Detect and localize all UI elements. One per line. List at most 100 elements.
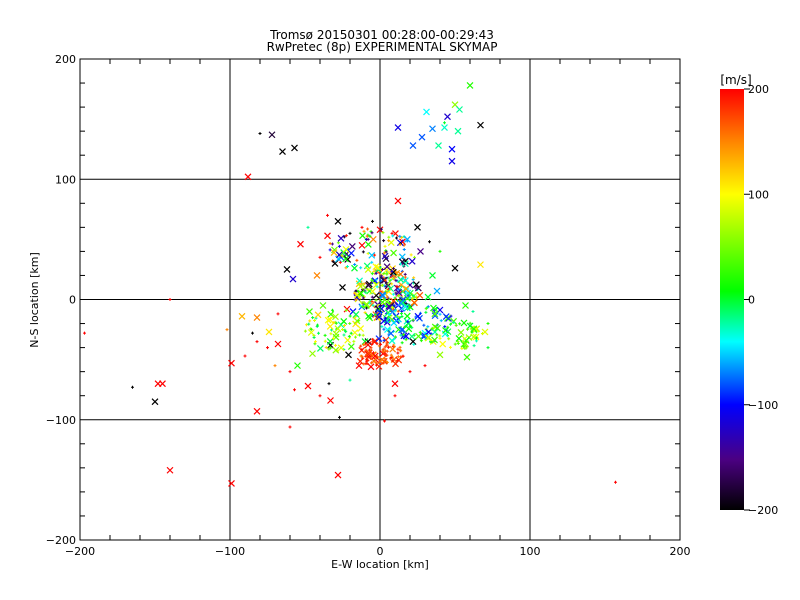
cluster-point [382,327,386,331]
cluster-point [374,278,378,282]
cluster-point [380,283,384,287]
cluster-point [378,307,382,311]
cluster-point [329,332,333,336]
point-x-82 [345,351,352,359]
cluster-point [381,252,389,260]
cluster-point [463,346,467,350]
cluster-point [340,254,344,258]
cluster-point [396,351,400,355]
point-x-17 [454,127,462,135]
cluster-point [332,346,340,354]
point-x-66 [394,197,402,205]
point-dot-97 [371,219,374,223]
cluster-point [439,340,447,348]
colorbar-ticks: −200 −100 0 100 200 [744,83,778,517]
point-dot-117 [408,370,412,374]
point-x-47 [304,382,312,390]
cluster-point [330,328,334,332]
point-x-57 [339,284,346,291]
point-dot-126 [327,382,331,386]
point-x-6 [409,142,417,150]
point-x-43 [253,314,261,321]
point-x-73 [424,293,432,301]
cluster-point [342,235,346,239]
cluster-point [371,303,375,307]
cluster-point [416,291,424,299]
point-dot-31 [338,415,341,419]
point-x-84 [409,338,417,346]
cluster-point [389,353,393,357]
cluster-point [470,325,478,333]
point-x-4 [244,173,252,181]
cluster-point [383,318,391,326]
point-x-7 [418,133,426,141]
point-x-49 [436,351,444,359]
point-x-83 [351,264,358,272]
point-x-8 [423,108,430,116]
cluster-point [342,323,346,327]
cluster-point [363,300,370,308]
cluster-point [370,260,374,264]
cluster-point [348,243,356,250]
cluster-point [368,251,376,259]
cluster-point [344,330,348,334]
cluster-point [388,327,392,331]
point-x-19 [477,121,484,129]
point-dot-108 [266,346,269,350]
cluster-point [434,324,441,332]
cluster-point [387,313,391,317]
cluster-point [344,256,352,263]
cluster-point [380,276,387,284]
cluster-point [403,275,407,279]
cluster-point [410,326,414,330]
point-x-28 [253,407,261,415]
cluster-point [359,344,363,348]
cluster-point [397,287,401,291]
cluster-point [370,357,378,365]
cluster-point [370,295,374,299]
cluster-point [383,357,387,361]
point-x-5 [394,124,402,131]
cluster-point [385,349,389,353]
cluster-point [382,338,386,342]
point-x-37 [283,266,291,273]
cluster-point [336,241,340,245]
point-dot-35 [168,298,172,301]
cluster-point [412,276,416,280]
cluster-point [323,339,327,343]
cluster-point [311,316,315,320]
cluster-point [335,251,343,259]
cluster-point [383,244,387,248]
x-tick-labels: −200 −100 0 100 200 [65,545,691,558]
cluster-point [347,334,351,338]
cluster-point [390,319,398,327]
cluster-point [353,317,361,325]
cluster-point [370,299,374,303]
cluster-point [361,296,365,300]
colorbar-label: [m/s] [720,73,751,87]
cluster-point [369,346,373,350]
cluster-point [374,264,382,271]
cluster-point [326,316,334,324]
point-x-27 [228,359,235,367]
cluster-point [330,249,338,256]
colorbar-tick-label-4: 200 [748,83,769,96]
cluster-point [365,349,373,357]
x-tick-label-2: 0 [377,545,384,558]
cluster-point [324,345,328,349]
cluster-point [334,325,342,333]
point-x-85 [429,272,436,279]
cluster-point [382,336,390,344]
cluster-point [382,272,386,276]
cluster-point [303,329,307,333]
point-x-46 [294,362,301,370]
cluster-point [372,263,380,271]
cluster-point [396,309,400,313]
cluster-point [470,333,477,341]
cluster-point [388,278,392,282]
cluster-point [361,250,365,254]
point-x-16 [456,106,463,113]
cluster-point [383,345,387,349]
point-dot-20 [443,121,446,125]
